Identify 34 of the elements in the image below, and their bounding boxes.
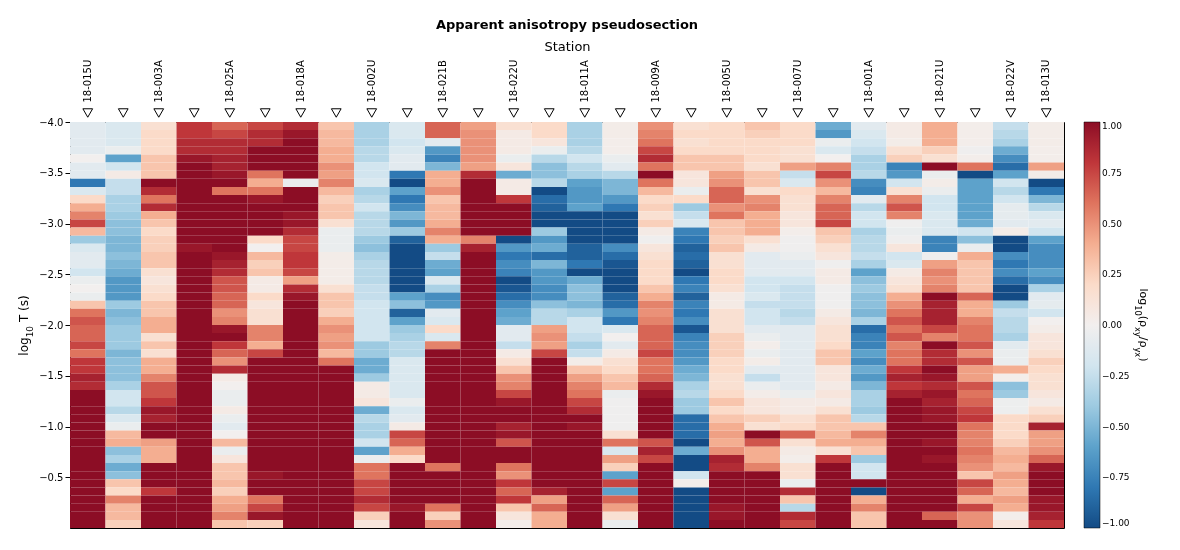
x-tick-label: 18-021U xyxy=(933,59,945,103)
x-tick-label: 18-002U xyxy=(365,59,377,103)
x-tick-label: 18-025A xyxy=(223,60,235,103)
x-tick-label: 18-009A xyxy=(649,60,661,103)
color-bar-label: −0.25 xyxy=(1102,370,1130,381)
y-tick-label: −3.5 xyxy=(39,167,64,179)
x-tick-label: 18-011A xyxy=(578,60,590,103)
y-tick-label: −2.5 xyxy=(39,268,64,280)
color-bar-label: 1.00 xyxy=(1102,121,1123,131)
x-axis-title: Station xyxy=(544,38,591,54)
color-bar-label: 0.75 xyxy=(1102,167,1123,178)
y-tick-label: −2.0 xyxy=(39,319,64,331)
x-tick-label: 18-022V xyxy=(1004,60,1016,103)
y-tick-label: −3.0 xyxy=(39,218,64,229)
x-tick-label: 18-003A xyxy=(152,60,164,103)
color-bar-label: 0.25 xyxy=(1102,269,1123,280)
x-tick-label: 18-001A xyxy=(862,60,874,103)
y-tick-label: −0.5 xyxy=(39,471,64,483)
y-tick-label: −4.0 xyxy=(39,116,64,128)
y-tick-label: −1.5 xyxy=(39,370,64,382)
x-tick-label: 18-013U xyxy=(1040,59,1052,103)
x-tick-label: 18-005U xyxy=(720,59,732,103)
x-tick-label: 18-021B xyxy=(436,60,448,103)
x-tick-label: 18-007U xyxy=(791,59,803,103)
color-bar-label: −1.00 xyxy=(1102,518,1130,528)
color-bar-label: 0.50 xyxy=(1102,218,1123,229)
chart-title: Apparent anisotropy pseudosection xyxy=(435,17,699,33)
color-bar-label: 0.00 xyxy=(1102,320,1123,330)
color-bar-label: −0.75 xyxy=(1102,472,1130,483)
color-bar-label: −0.50 xyxy=(1102,421,1130,432)
y-tick-label: −1.0 xyxy=(39,421,64,432)
x-tick-label: 18-022U xyxy=(507,59,519,103)
x-tick-label: 18-015U xyxy=(81,59,93,103)
x-tick-label: 18-018A xyxy=(294,60,306,103)
